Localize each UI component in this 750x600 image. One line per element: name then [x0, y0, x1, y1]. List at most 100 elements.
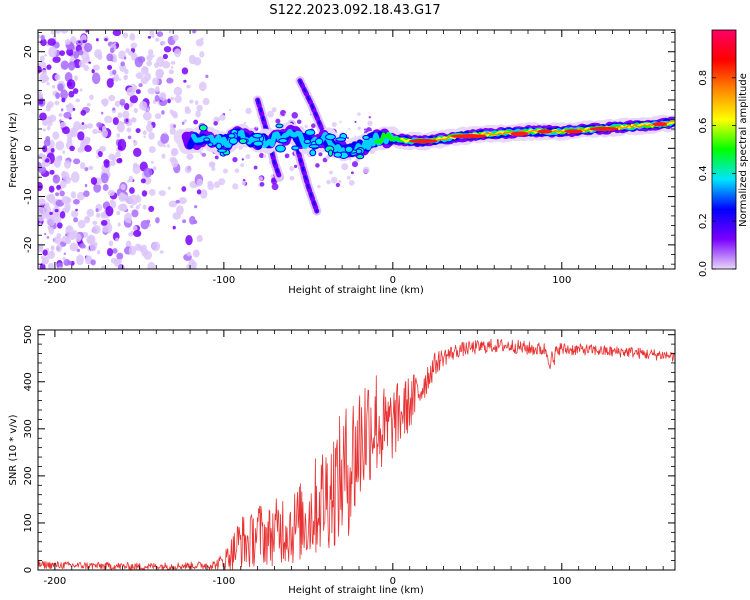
ridge-blob — [238, 138, 248, 145]
noise-speckle — [79, 88, 83, 92]
noise-speckle — [120, 61, 125, 67]
noise-speckle — [76, 248, 80, 252]
noise-speckle — [41, 212, 47, 219]
noise-speckle — [120, 102, 125, 106]
noise-speckle — [65, 226, 72, 231]
noise-speckle — [76, 254, 84, 266]
noise-speckle — [70, 210, 79, 218]
noise-speckle — [129, 187, 135, 194]
noise-speckle — [72, 107, 76, 111]
noise-speckle — [61, 195, 71, 204]
noise-speckle — [318, 152, 323, 157]
noise-speckle — [134, 56, 144, 68]
noise-speckle — [96, 155, 99, 159]
noise-speckle — [280, 109, 287, 116]
noise-speckle — [48, 114, 57, 123]
noise-speckle — [155, 69, 164, 79]
noise-speckle — [63, 111, 72, 119]
noise-speckle — [241, 158, 245, 161]
noise-speckle — [167, 186, 171, 190]
noise-speckle — [73, 75, 78, 81]
noise-speckle — [186, 84, 191, 89]
ridge-blob — [362, 135, 370, 140]
noise-speckle — [47, 38, 56, 46]
noise-speckle — [77, 219, 86, 229]
noise-speckle — [42, 145, 48, 153]
noise-speckle — [245, 107, 252, 115]
noise-speckle — [61, 97, 66, 103]
noise-speckle — [91, 72, 101, 85]
noise-speckle — [152, 54, 155, 58]
noise-speckle — [49, 211, 53, 216]
noise-speckle — [114, 100, 121, 107]
colorbar-frame — [711, 29, 737, 270]
noise-speckle — [124, 212, 132, 224]
noise-speckle — [133, 140, 138, 147]
ridge-blob — [217, 148, 227, 153]
ridge-blob — [252, 140, 264, 147]
noise-speckle — [189, 215, 196, 225]
noise-speckle — [50, 30, 54, 35]
noise-speckle — [52, 56, 61, 63]
noise-speckle — [94, 49, 103, 59]
colorbar: 0.0 0.2 0.4 0.6 0.8 Normalized spectral ampl… — [698, 29, 749, 277]
noise-speckle — [86, 256, 91, 262]
noise-speckle — [346, 175, 351, 180]
noise-speckle — [65, 104, 69, 108]
noise-speckle — [164, 132, 167, 135]
noise-speckle — [41, 153, 47, 161]
noise-speckle — [211, 166, 216, 172]
spectrogram-x-tick-label: -100 — [213, 275, 236, 286]
ridge-hotspot — [408, 138, 438, 144]
noise-speckle — [186, 251, 192, 257]
noise-speckle — [186, 153, 194, 160]
ridge-blob — [344, 145, 354, 153]
snr-y-tick-label: 200 — [23, 466, 34, 485]
noise-speckle — [47, 120, 53, 127]
noise-speckle — [86, 123, 94, 129]
noise-speckle — [77, 131, 85, 141]
noise-speckle — [38, 99, 44, 105]
noise-speckle — [148, 49, 154, 56]
spectrogram-x-tick-label: 100 — [552, 275, 571, 286]
noise-speckle — [172, 212, 181, 220]
noise-speckle — [155, 217, 160, 224]
noise-speckle — [116, 158, 123, 164]
noise-speckle — [170, 66, 174, 69]
noise-speckle — [158, 190, 166, 197]
noise-speckle — [241, 181, 246, 186]
noise-speckle — [161, 93, 166, 98]
noise-speckle — [118, 193, 127, 202]
noise-speckle — [101, 265, 107, 269]
noise-speckle — [70, 191, 77, 199]
noise-speckle — [181, 186, 187, 192]
noise-speckle — [84, 167, 89, 172]
noise-speckle — [124, 194, 129, 200]
noise-speckle — [105, 205, 114, 217]
ridge-blob — [356, 154, 365, 160]
noise-speckle — [62, 150, 66, 154]
noise-speckle — [115, 237, 119, 242]
noise-speckle — [86, 103, 91, 107]
snr-x-tick-label: -200 — [44, 576, 67, 587]
noise-speckle — [89, 94, 94, 100]
noise-speckle — [117, 112, 123, 119]
noise-speckle — [66, 81, 73, 87]
snr-y-tick-label: 0 — [23, 567, 34, 573]
noise-speckle — [81, 127, 85, 131]
noise-speckle — [88, 61, 92, 64]
noise-speckle — [56, 184, 61, 190]
noise-speckle — [189, 264, 197, 269]
noise-speckle — [161, 110, 165, 115]
snr-y-tick-label: 100 — [23, 513, 34, 532]
noise-speckle — [151, 241, 161, 252]
noise-speckle — [160, 40, 166, 46]
noise-speckle — [109, 160, 116, 166]
noise-speckle — [135, 205, 140, 210]
ridge-blob — [308, 144, 320, 149]
noise-speckle — [95, 38, 99, 42]
noise-speckle — [341, 163, 349, 171]
noise-speckle — [95, 208, 99, 213]
noise-speckle — [47, 262, 54, 269]
